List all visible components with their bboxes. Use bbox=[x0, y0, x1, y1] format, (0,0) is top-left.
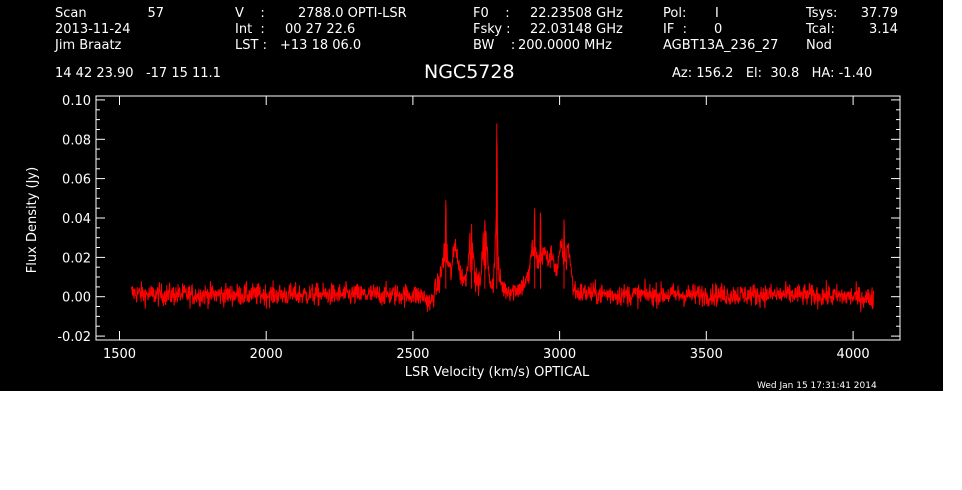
polarization-label: Pol: bbox=[663, 6, 687, 21]
scan-label: Scan bbox=[55, 6, 87, 21]
switching-mode: Nod bbox=[806, 38, 832, 53]
source-coordinates: 14 42 23.90 -17 15 11.1 bbox=[55, 66, 221, 81]
y-tick-label: -0.02 bbox=[57, 330, 91, 345]
observer-name: Jim Braatz bbox=[55, 38, 122, 53]
timestamp: Wed Jan 15 17:31:41 2014 bbox=[757, 381, 877, 391]
lst-value: +13 18 06.0 bbox=[280, 38, 362, 53]
y-tick-label: 0.00 bbox=[62, 291, 91, 306]
source-name: NGC5728 bbox=[424, 61, 515, 83]
spectrum-chart: 1500 2000 2500 3000 3500 4000 -0.02 0.00 0.02 0.0… bbox=[25, 94, 901, 380]
project-id: AGBT13A_236_27 bbox=[663, 38, 779, 53]
bandwidth-value: 200.0000 MHz bbox=[518, 38, 612, 53]
tsys-label: Tsys: bbox=[806, 6, 838, 21]
if-label: IF : bbox=[663, 22, 687, 37]
velocity-label: V : bbox=[235, 6, 265, 21]
tcal-value: 3.14 bbox=[869, 22, 898, 37]
x-tick-label: 1500 bbox=[103, 347, 136, 362]
if-value: 0 bbox=[714, 22, 723, 37]
x-tick-label: 3500 bbox=[690, 347, 723, 362]
lst-label: LST : bbox=[235, 38, 267, 53]
x-axis-label: LSR Velocity (km/s) OPTICAL bbox=[405, 365, 590, 380]
integration-value: 00 27 22.6 bbox=[285, 22, 356, 37]
bandwidth-label: BW : bbox=[473, 38, 516, 53]
scan-number: 57 bbox=[147, 6, 164, 21]
y-tick-label: 0.04 bbox=[62, 212, 91, 227]
az-el-ha: Az: 156.2 El: 30.8 HA: -1.40 bbox=[672, 66, 873, 81]
x-tick-label: 3000 bbox=[543, 347, 576, 362]
polarization-value: I bbox=[715, 6, 719, 21]
y-axis-label: Flux Density (Jy) bbox=[25, 167, 40, 273]
y-tick-label: 0.02 bbox=[62, 251, 91, 266]
rest-frequency-label: F0 : bbox=[473, 6, 510, 21]
tsys-value: 37.79 bbox=[860, 6, 898, 21]
velocity-value: 2788.0 OPTI-LSR bbox=[298, 6, 407, 21]
x-tick-label: 4000 bbox=[837, 347, 870, 362]
tcal-label: Tcal: bbox=[806, 22, 835, 37]
sky-frequency-value: 22.03148 GHz bbox=[530, 22, 623, 37]
x-tick-label: 2000 bbox=[250, 347, 283, 362]
rest-frequency-value: 22.23508 GHz bbox=[530, 6, 623, 21]
sky-frequency-label: Fsky : bbox=[473, 22, 511, 37]
plot-panel: Scan 57 2013-11-24 Jim Braatz V : 2788.0… bbox=[0, 0, 943, 391]
integration-label: Int : bbox=[235, 22, 265, 37]
x-tick-label: 2500 bbox=[396, 347, 429, 362]
y-tick-label: 0.06 bbox=[62, 173, 91, 188]
y-tick-label: 0.08 bbox=[62, 133, 91, 148]
plot-frame bbox=[95, 95, 901, 341]
observation-date: 2013-11-24 bbox=[55, 22, 131, 37]
y-tick-label: 0.10 bbox=[62, 94, 91, 109]
spectrum-series-line bbox=[130, 123, 874, 313]
